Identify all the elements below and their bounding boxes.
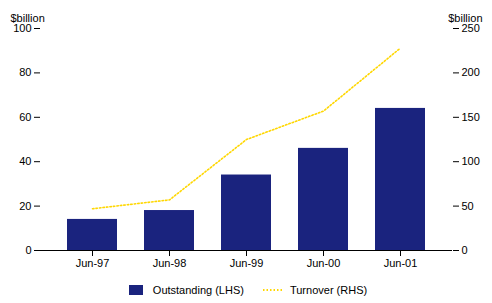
svg-text:250: 250 bbox=[461, 22, 480, 34]
svg-text:0: 0 bbox=[462, 244, 468, 256]
html-text:Turnover (RHS): Turnover (RHS) bbox=[289, 284, 368, 296]
svg-text:Jun-99: Jun-99 bbox=[230, 257, 264, 269]
svg-text:100: 100 bbox=[13, 22, 32, 34]
svg-text:Jun-01: Jun-01 bbox=[384, 257, 418, 269]
svg-text:Jun-98: Jun-98 bbox=[153, 257, 187, 269]
svg-text:40: 40 bbox=[19, 155, 31, 167]
svg-text:80: 80 bbox=[19, 66, 31, 78]
html-text:Outstanding (LHS): Outstanding (LHS) bbox=[152, 284, 244, 296]
svg-text:60: 60 bbox=[19, 111, 31, 123]
svg-text:0: 0 bbox=[25, 244, 31, 256]
svg-text:50: 50 bbox=[462, 200, 474, 212]
svg-text:Jun-97: Jun-97 bbox=[76, 257, 110, 269]
svg-text:150: 150 bbox=[462, 111, 480, 123]
svg-text:20: 20 bbox=[19, 200, 31, 212]
svg-text:200: 200 bbox=[462, 66, 480, 78]
svg-text:100: 100 bbox=[462, 155, 480, 167]
svg-text:$billion: $billion bbox=[448, 12, 482, 24]
svg-text:$billion: $billion bbox=[11, 12, 45, 24]
svg-text:Jun-00: Jun-00 bbox=[307, 257, 341, 269]
